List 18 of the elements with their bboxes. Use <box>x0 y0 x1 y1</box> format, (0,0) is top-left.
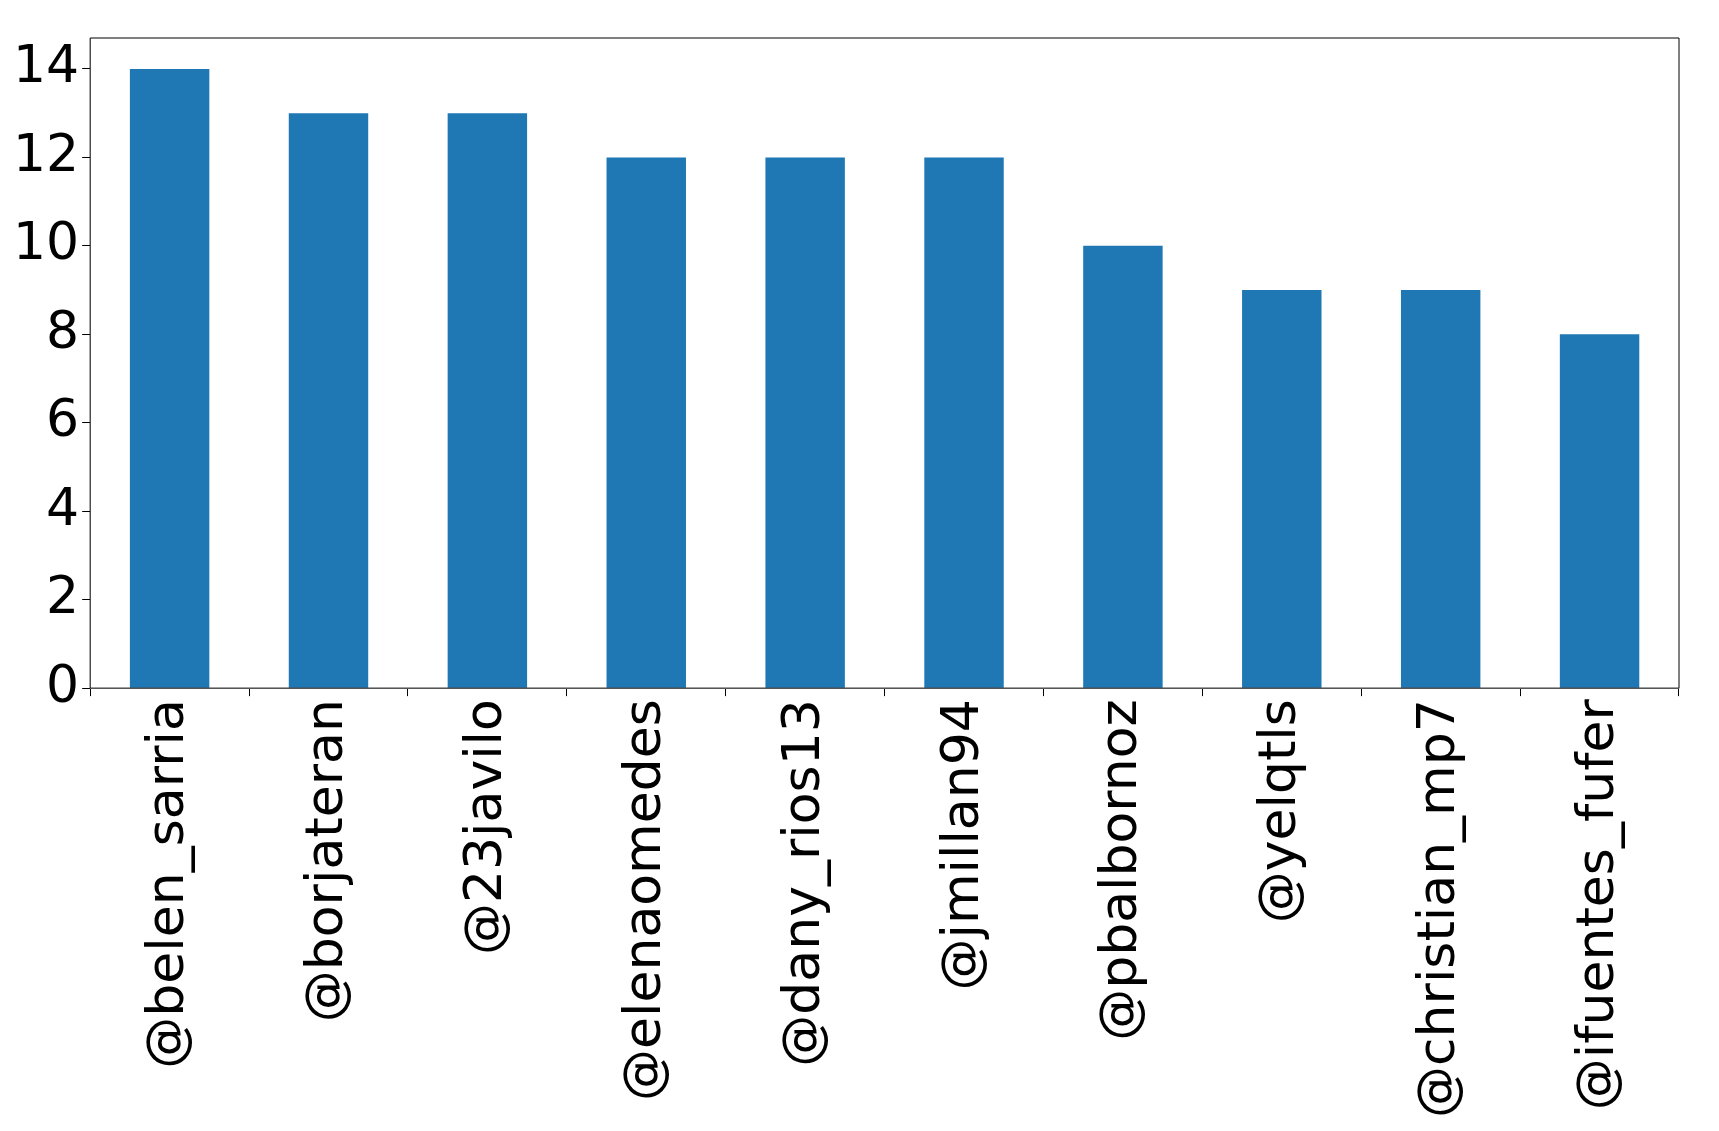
x-tick-label: @borjateran <box>294 699 355 1023</box>
y-tick-label: 10 <box>13 211 80 272</box>
y-tick-label: 6 <box>46 388 80 449</box>
x-tick-label: @ifuentes_fufer <box>1565 698 1626 1111</box>
x-tick-label: @pbalbornoz <box>1088 699 1149 1041</box>
x-tick-label: @jmillan94 <box>929 699 990 991</box>
y-tick-label: 4 <box>46 476 80 537</box>
x-tick-label: @elenaomedes <box>611 699 672 1101</box>
x-tick-label: @belen_sarria <box>135 699 196 1069</box>
x-tick-label: @23javilo <box>452 699 513 956</box>
x-tick-label: @dany_rios13 <box>770 699 831 1067</box>
y-tick-label: 14 <box>13 34 80 95</box>
y-tick-label: 12 <box>13 122 80 183</box>
y-tick-label: 0 <box>46 653 80 714</box>
x-tick-label: @yelqtls <box>1247 699 1308 924</box>
y-tick-label: 8 <box>46 299 80 360</box>
y-tick-label: 2 <box>46 565 80 626</box>
x-tick-label: @christian_mp7 <box>1406 699 1467 1119</box>
